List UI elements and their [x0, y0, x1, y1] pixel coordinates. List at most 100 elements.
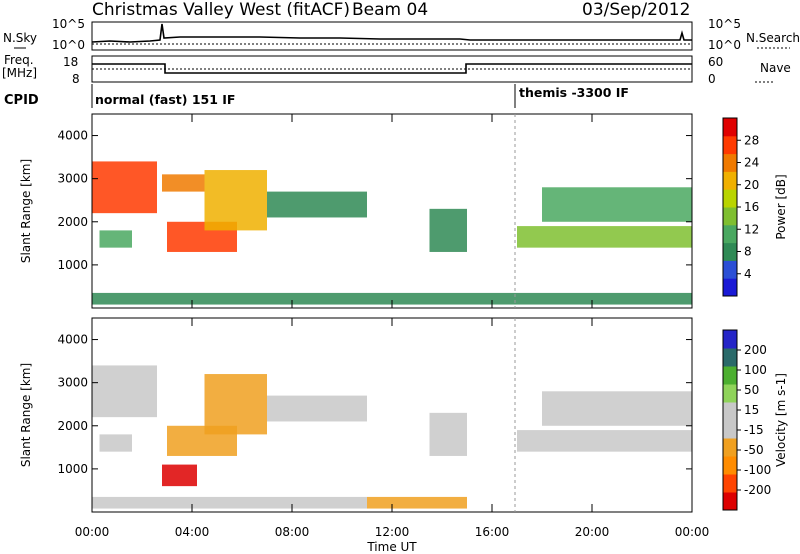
velocity-colorbar-swatch	[723, 384, 737, 403]
velocity-ytick-label: 3000	[57, 376, 88, 390]
power-colorbar-tick-label: 16	[744, 200, 759, 214]
velocity-colorbar-label: Velocity [m s-1]	[774, 373, 788, 467]
velocity-echo-region	[162, 464, 197, 487]
velocity-ylabel: Slant Range [km]	[19, 363, 33, 467]
velocity-colorbar-swatch	[723, 492, 737, 511]
date-label: 03/Sep/2012	[582, 0, 690, 20]
time-tick-label: 04:00	[175, 525, 210, 539]
power-colorbar-tick-label: 24	[744, 156, 759, 170]
cpid-panel: CPID normal (fast) 151 IF themis -3300 I…	[4, 84, 629, 108]
power-colorbar-tick-label: 8	[744, 245, 752, 259]
plot-title: Christmas Valley West (fitACF)	[92, 0, 350, 20]
cpid-label: CPID	[4, 93, 39, 108]
velocity-panel: 1000 2000 3000 4000 Slant Range [km] 200 100…	[19, 317, 788, 513]
power-echo-region	[99, 230, 132, 248]
velocity-colorbar-tick-label: 15	[744, 403, 759, 417]
power-panel: 1000 2000 3000 4000 Slant Range [km] 28 24 20…	[19, 113, 788, 309]
velocity-colorbar-tick-label: -50	[744, 443, 764, 457]
time-tick-label: 00:00	[75, 525, 110, 539]
time-axis-label: Time UT	[366, 540, 417, 554]
power-echo-region	[542, 187, 692, 222]
power-colorbar-swatch	[723, 260, 737, 279]
power-ytick-label: 4000	[57, 129, 88, 143]
velocity-colorbar-swatch	[723, 348, 737, 367]
power-colorbar-swatch	[723, 153, 737, 172]
velocity-echo-region	[517, 430, 692, 452]
noise-left-tick-top: 10^5	[52, 17, 85, 31]
power-colorbar-swatch	[723, 171, 737, 190]
noise-left-tick-bottom: 10^0	[52, 38, 85, 52]
power-echo-region	[267, 191, 367, 218]
nave-label: Nave	[760, 61, 791, 75]
velocity-echo-region	[429, 412, 467, 456]
power-colorbar-tick-label: 12	[744, 222, 759, 236]
power-colorbar: 28 24 20 16 12 8 4 Power [dB]	[722, 117, 788, 297]
power-echo-region	[92, 292, 692, 305]
velocity-colorbar-swatch	[723, 366, 737, 385]
noise-panel: N.Sky N.Search 10^5 10^0 10^5 10^0	[3, 17, 800, 52]
power-colorbar-tick-label: 4	[744, 267, 752, 281]
freq-left-tick-top: 18	[63, 55, 78, 69]
freq-left-tick-bottom: 8	[72, 72, 80, 86]
velocity-colorbar-tick-label: -200	[744, 483, 771, 497]
velocity-echo-region	[204, 374, 267, 435]
velocity-echo-region	[99, 434, 132, 452]
velocity-echo-region	[367, 496, 467, 509]
velocity-colorbar-tick-label: 100	[744, 363, 767, 377]
time-tick-label: 20:00	[575, 525, 610, 539]
velocity-echo-region	[92, 365, 157, 418]
power-colorbar-swatch	[723, 135, 737, 155]
velocity-colorbar-swatch	[723, 456, 737, 475]
velocity-colorbar: 200 100 50 15 -15 -50 -100 -200 Velocity [m s-1…	[722, 329, 788, 511]
power-colorbar-swatch	[723, 207, 737, 226]
velocity-echo-region	[92, 496, 367, 509]
velocity-ytick-label: 2000	[57, 419, 88, 433]
velocity-colorbar-swatch	[723, 438, 737, 457]
freq-right-tick-bottom: 0	[708, 72, 716, 86]
power-echo-region	[517, 226, 692, 248]
beam-label: Beam 04	[352, 0, 428, 20]
power-colorbar-swatch	[723, 278, 737, 297]
power-colorbar-swatch	[723, 118, 737, 137]
power-colorbar-swatch	[723, 242, 737, 261]
power-colorbar-tick-label: 20	[744, 178, 759, 192]
freq-label-2: [MHz]	[2, 66, 37, 80]
velocity-echo-region	[267, 395, 367, 422]
cpid-segment-2: themis -3300 IF	[519, 85, 629, 100]
power-echoes	[92, 161, 692, 305]
freq-label-1: Freq.	[4, 53, 34, 67]
time-tick-label: 08:00	[275, 525, 310, 539]
time-tick-label: 00:00	[675, 525, 710, 539]
velocity-echo-region	[542, 391, 692, 426]
noise-right-tick-bottom: 10^0	[708, 38, 741, 52]
velocity-colorbar-swatch	[723, 420, 737, 439]
cpid-segment-1: normal (fast) 151 IF	[95, 92, 235, 107]
velocity-colorbar-swatch	[723, 474, 737, 493]
time-tick-label: 12:00	[375, 525, 410, 539]
power-ylabel: Slant Range [km]	[19, 159, 33, 263]
velocity-colorbar-swatch	[723, 330, 737, 349]
velocity-ytick-label: 1000	[57, 462, 88, 476]
power-ytick-label: 2000	[57, 215, 88, 229]
velocity-colorbar-tick-label: -100	[744, 463, 771, 477]
velocity-colorbar-tick-label: 50	[744, 383, 759, 397]
noise-right-tick-top: 10^5	[708, 17, 741, 31]
velocity-echoes	[92, 365, 692, 509]
power-colorbar-label: Power [dB]	[774, 174, 788, 239]
nsky-trace	[91, 23, 692, 43]
power-echo-region	[429, 208, 467, 252]
power-colorbar-swatch	[723, 189, 737, 208]
nsearch-label: N.Search	[746, 31, 800, 45]
velocity-colorbar-tick-label: 200	[744, 343, 767, 357]
freq-trace	[92, 63, 692, 74]
freq-right-tick-top: 60	[708, 55, 723, 69]
velocity-colorbar-tick-label: -15	[744, 423, 764, 437]
power-echo-region	[162, 174, 205, 192]
freq-panel: Freq. [MHz] 18 8 60 0 Nave	[2, 53, 791, 86]
power-colorbar-tick-label: 28	[744, 133, 759, 147]
power-ytick-label: 3000	[57, 172, 88, 186]
power-ytick-label: 1000	[57, 258, 88, 272]
time-tick-label: 16:00	[475, 525, 510, 539]
power-echo-region	[92, 161, 157, 214]
